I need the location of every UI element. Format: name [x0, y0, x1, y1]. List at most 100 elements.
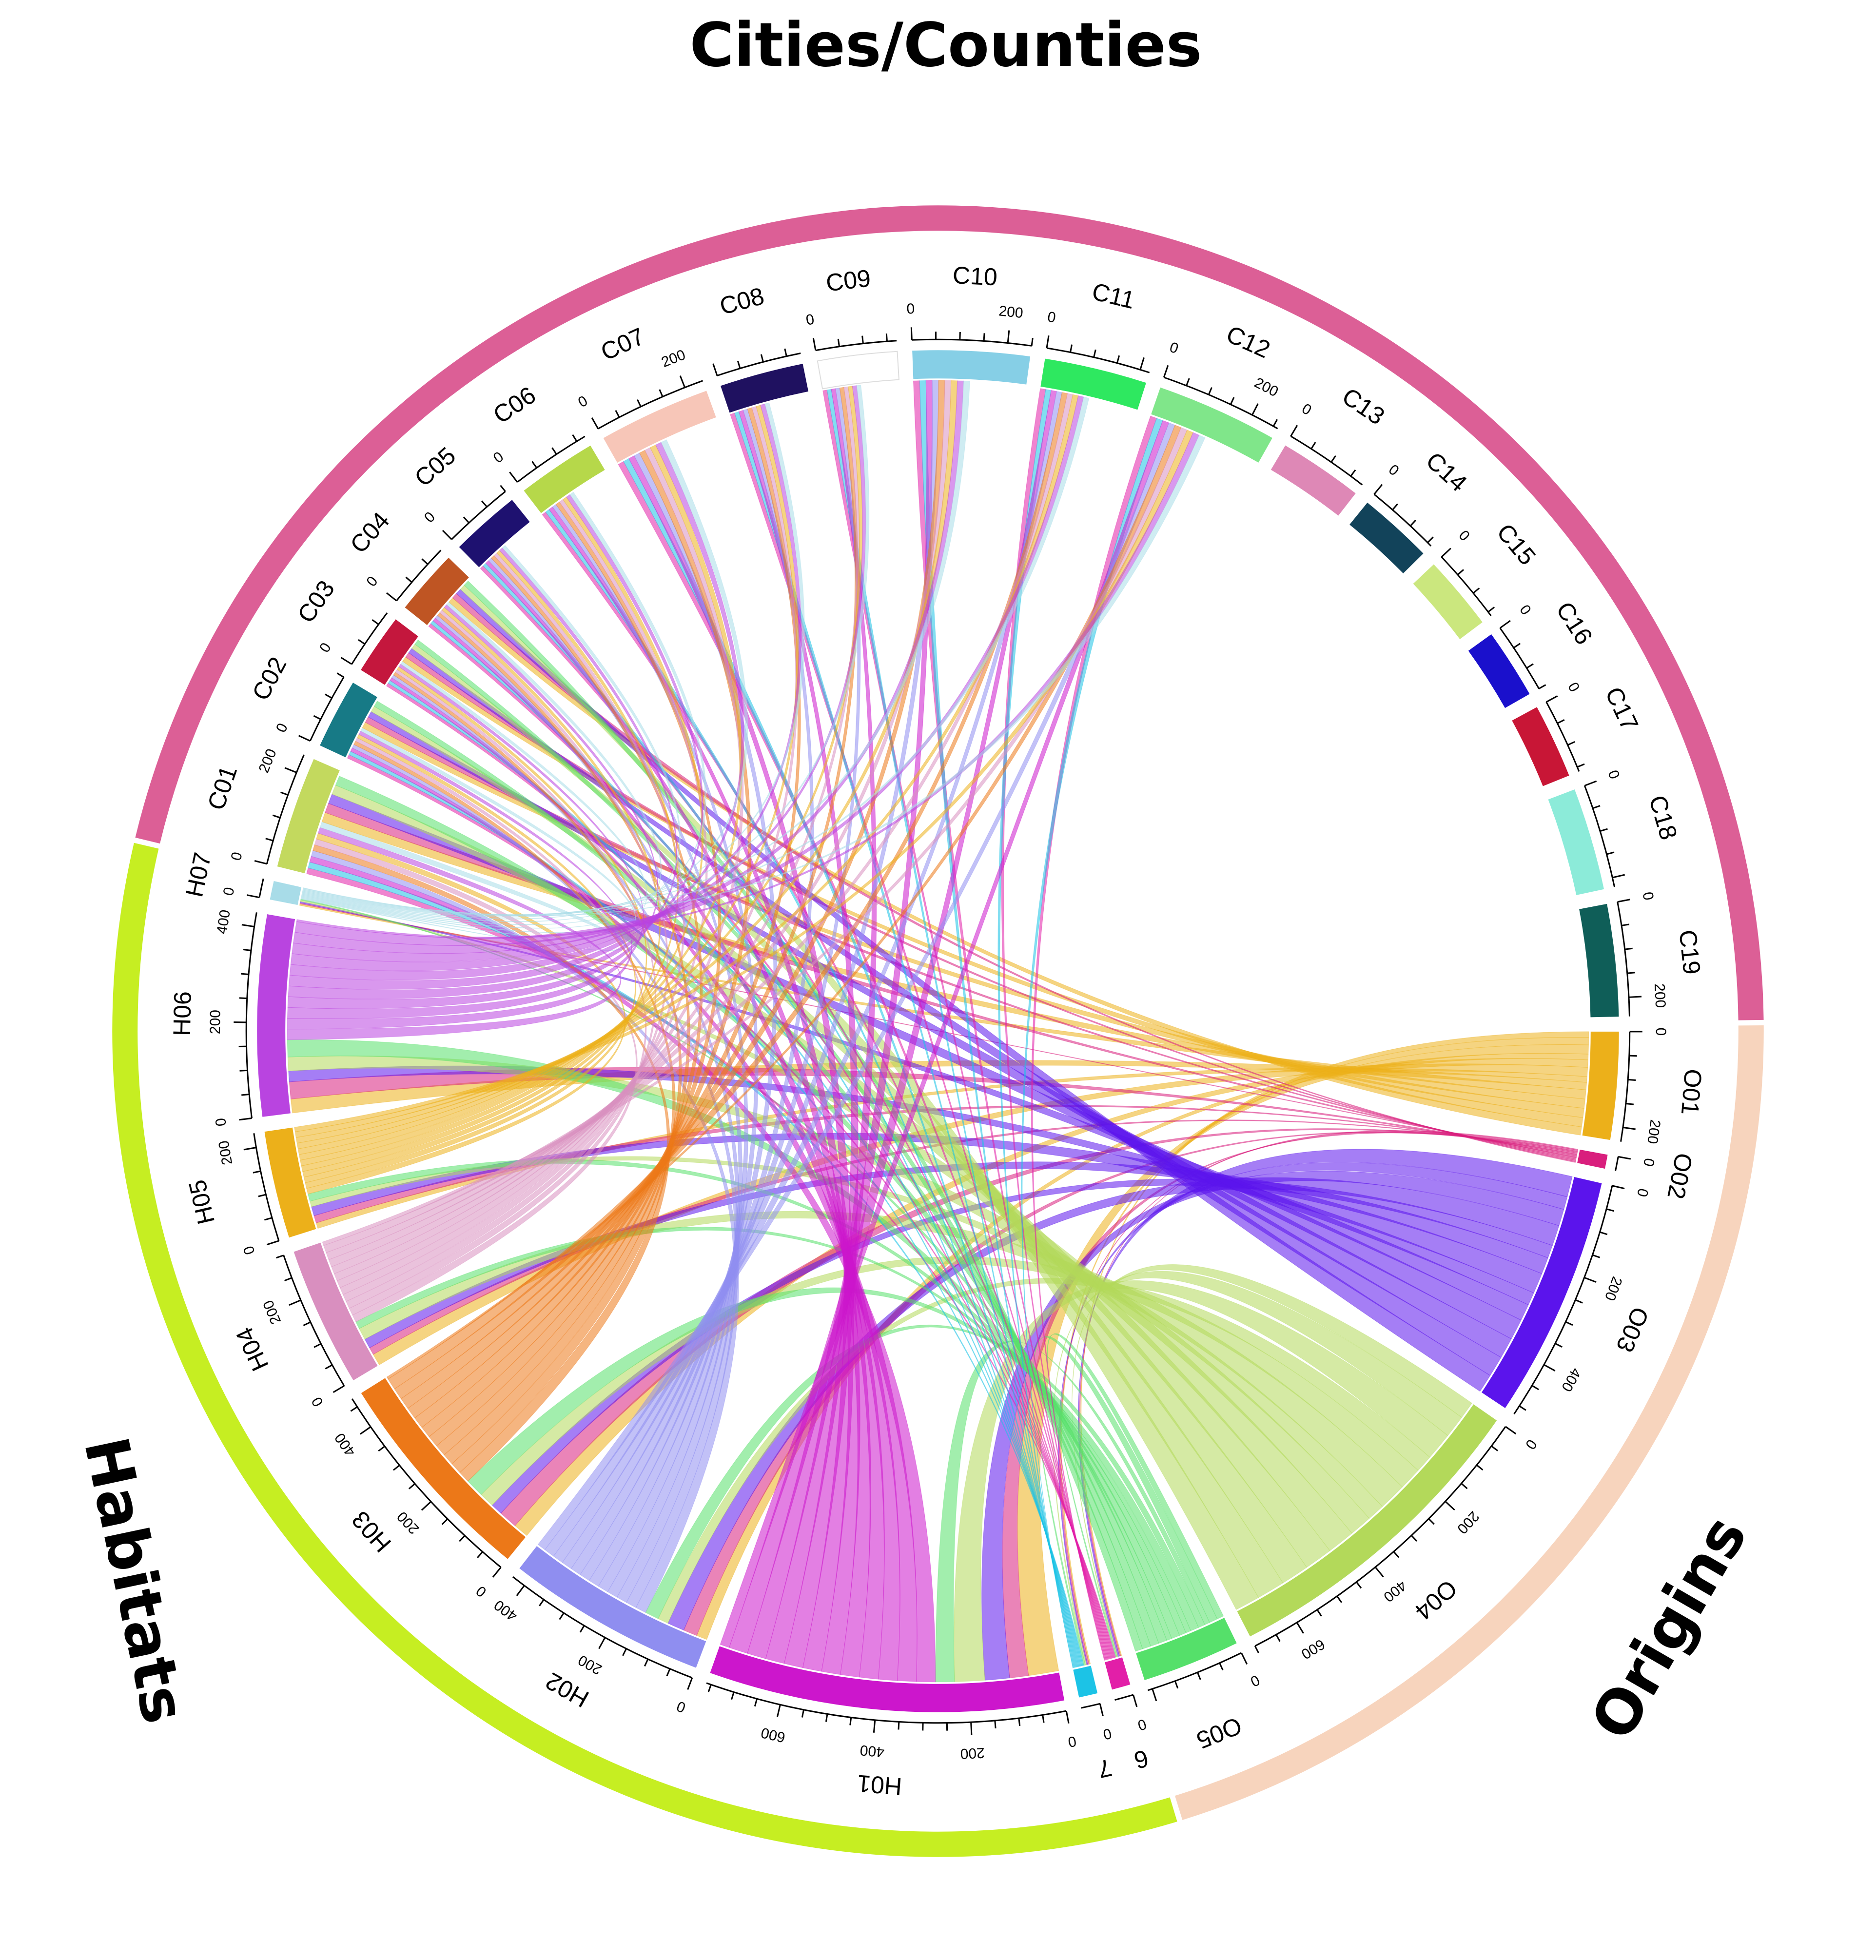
tick-mark: [1592, 805, 1601, 809]
ribbon-city-habitat: [301, 491, 707, 922]
tick-mark: [1152, 1688, 1157, 1702]
tick-mark: [1557, 719, 1565, 724]
tick-mark: [1428, 1518, 1435, 1525]
axis-line-h01: [706, 1682, 1067, 1724]
axis-line-c17: [1545, 702, 1580, 772]
sector-7: [1073, 1666, 1098, 1698]
tick-mark: [1186, 378, 1190, 386]
tick-label: 0: [240, 1244, 258, 1256]
tick-mark: [1208, 387, 1212, 395]
tick-mark: [1018, 1718, 1021, 1726]
tick-mark: [1519, 1405, 1526, 1411]
tick-mark: [266, 1240, 279, 1246]
sector-label-o05: O05: [1192, 1712, 1246, 1754]
tick-label: 0: [906, 301, 915, 317]
sector-6: [1105, 1657, 1131, 1690]
ribbon-city-habitat: [720, 420, 1170, 1648]
tick-mark: [572, 434, 578, 442]
tick-label: 0: [1653, 1028, 1669, 1036]
sector-label-c16: C16: [1551, 597, 1598, 649]
axis-line-c03: [351, 612, 388, 665]
ribbon-city-habitat: [302, 385, 870, 917]
tick-mark: [1230, 397, 1235, 405]
axis-line-h04: [283, 1255, 345, 1387]
ribbon-city-habitat: [322, 427, 1188, 1246]
axis-line-c07: [598, 380, 704, 430]
ribbon-city-habitat: [353, 741, 676, 1473]
tick-mark: [1427, 536, 1434, 543]
tick-mark: [1350, 469, 1356, 477]
tick-label: 200: [576, 1652, 605, 1678]
ribbon-city-habitat: [301, 550, 679, 1172]
sector-label-c15: C15: [1491, 518, 1541, 570]
tick-mark: [243, 1147, 256, 1151]
tick-mark: [1441, 548, 1451, 558]
tick-mark: [459, 1535, 466, 1542]
tick-label: 0: [1248, 1672, 1262, 1690]
ribbon-city-habitat: [323, 393, 1074, 1253]
tick-mark: [776, 1704, 781, 1717]
tick-mark: [1316, 1609, 1322, 1617]
ribbon-city-habitat: [300, 496, 704, 1166]
tick-mark: [1628, 1078, 1636, 1081]
tick-mark: [873, 1720, 876, 1733]
group-arcs: [112, 205, 1764, 1857]
tick-label: 400: [332, 1430, 359, 1459]
tick-mark: [1392, 503, 1398, 510]
tick-mark: [1290, 425, 1298, 437]
axis-line-h05: [253, 1133, 280, 1241]
sector-c16: [1468, 634, 1530, 708]
axis-line-h02: [512, 1576, 693, 1679]
tick-mark: [405, 576, 412, 583]
axis-line-o01: [1620, 1031, 1631, 1142]
tick-label: 0: [1455, 527, 1472, 544]
tick-mark: [659, 389, 664, 397]
sector-label-c05: C05: [410, 442, 461, 492]
axis-line-c18: [1583, 785, 1616, 887]
tick-mark: [1624, 947, 1633, 950]
tick-mark: [1411, 1535, 1418, 1542]
tick-mark: [1310, 442, 1316, 450]
ribbon-origin-habitat: [1002, 1132, 1578, 1679]
tick-mark: [666, 1668, 671, 1677]
ribbon-city-habitat: [339, 552, 685, 1295]
axis-line-c14: [1373, 493, 1432, 547]
title-habitats: Habitats: [70, 1431, 199, 1729]
ribbon-city-habitat: [326, 380, 952, 1260]
tick-mark: [421, 558, 429, 565]
tick-label: 0: [1101, 1725, 1113, 1743]
axis-line-c16: [1499, 627, 1540, 689]
tick-mark: [1617, 899, 1630, 903]
ribbon-city-habitat: [294, 430, 1193, 1132]
tick-label: 0: [220, 886, 238, 897]
sector-c18: [1548, 789, 1604, 895]
sector-label-c07: C07: [597, 322, 649, 366]
ribbon-city-habitat: [430, 620, 1081, 1667]
sector-label-c17: C17: [1600, 683, 1644, 735]
tick-mark: [615, 410, 620, 418]
tick-mark: [1618, 1156, 1631, 1160]
ribbon-city-habitat: [288, 494, 704, 990]
sector-label-c09: C09: [824, 264, 872, 296]
tick-label: 600: [1298, 1636, 1328, 1662]
sector-c17: [1512, 707, 1569, 786]
axis-line-h07: [258, 878, 264, 898]
tick-mark: [313, 715, 321, 720]
axis-line-c09: [815, 340, 897, 352]
sector-o05: [1136, 1618, 1237, 1680]
sector-c13: [1270, 445, 1356, 516]
tick-mark: [463, 516, 469, 524]
sector-label-h07: H07: [180, 850, 216, 899]
tick-mark: [1254, 1646, 1259, 1653]
tick-mark: [1251, 403, 1259, 415]
sector-label-c12: C12: [1222, 320, 1274, 364]
tick-label: 0: [421, 509, 438, 526]
sector-label-c13: C13: [1337, 382, 1389, 430]
tick-label: 0: [1640, 1157, 1657, 1168]
tick-mark: [280, 791, 289, 796]
tick-mark: [500, 485, 506, 492]
axis-line-o03: [1513, 1185, 1613, 1414]
sector-h01: [710, 1646, 1065, 1712]
sector-label-o02: O02: [1662, 1151, 1698, 1201]
